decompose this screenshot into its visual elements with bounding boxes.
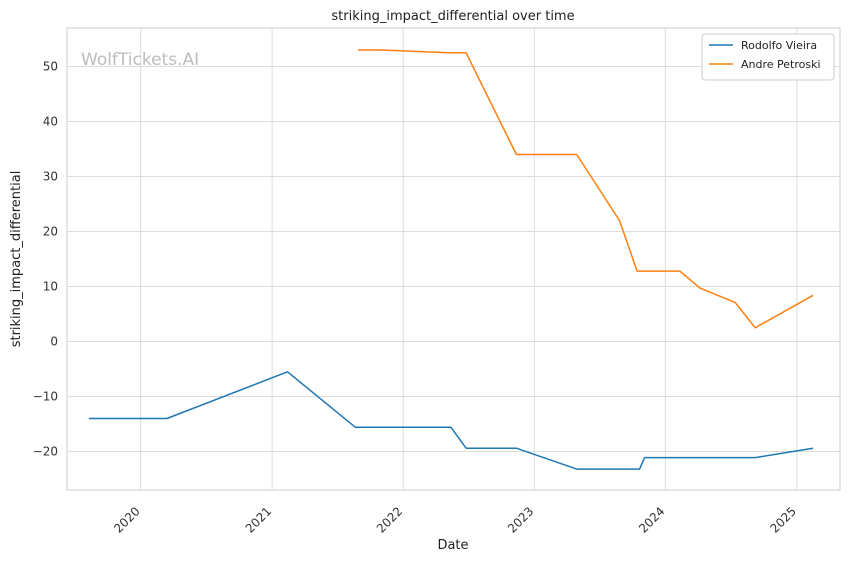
legend: Rodolfo Vieira Andre Petroski	[701, 33, 835, 81]
series-line-rodolfo-vieira	[88, 371, 814, 470]
legend-box	[701, 33, 835, 81]
y-tick-label: 0	[50, 335, 58, 349]
y-tick-label: −20	[33, 445, 58, 459]
y-tick-label: −10	[33, 390, 58, 404]
y-tick-label: 20	[43, 225, 58, 239]
grid-lines	[67, 28, 840, 490]
x-tick-label: 2021	[243, 504, 274, 535]
y-tick-label: 30	[43, 170, 58, 184]
x-tick-label: 2020	[111, 504, 142, 535]
y-tick-label: 50	[43, 60, 58, 74]
watermark-text: WolfTickets.AI	[81, 50, 199, 70]
x-tick-label: 2024	[636, 504, 667, 535]
x-tick-label: 2022	[374, 504, 405, 535]
x-tick-label: 2023	[505, 504, 536, 535]
x-tick-label: 2025	[768, 504, 799, 535]
series-line-andre-petroski	[358, 49, 814, 329]
plot-area	[66, 27, 841, 491]
legend-label-andre-petroski: Andre Petroski	[741, 58, 821, 71]
x-axis-title: Date	[437, 538, 468, 553]
series-layer	[88, 49, 814, 470]
chart-title: striking_impact_differential over time	[331, 9, 574, 24]
y-axis-title: striking_impact_differential	[9, 171, 24, 348]
y-tick-label: 40	[43, 115, 58, 129]
y-tick-label: 10	[43, 280, 58, 294]
legend-label-rodolfo-vieira: Rodolfo Vieira	[741, 39, 817, 52]
